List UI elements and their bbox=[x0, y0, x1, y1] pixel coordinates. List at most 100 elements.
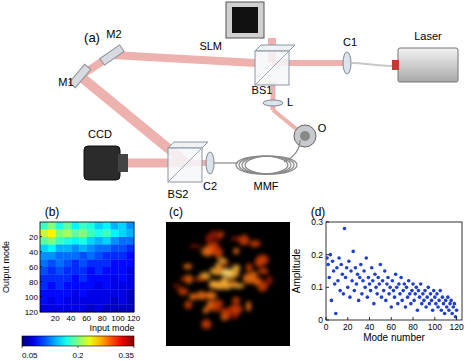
heatmap-cell bbox=[111, 305, 119, 313]
tick bbox=[133, 310, 134, 312]
point bbox=[424, 305, 428, 309]
point bbox=[338, 289, 342, 293]
heatmap-cell bbox=[56, 230, 64, 238]
speckle-grain bbox=[201, 319, 211, 329]
point bbox=[446, 295, 450, 299]
heatmap-cell bbox=[64, 275, 72, 283]
tick-label: 20 bbox=[343, 322, 353, 332]
point bbox=[371, 279, 375, 283]
axis-title: Output mode bbox=[1, 241, 11, 293]
tick bbox=[326, 287, 329, 288]
laser-port bbox=[392, 60, 399, 70]
speckle-grain bbox=[230, 304, 242, 314]
speckle-grain bbox=[239, 235, 249, 246]
tick-label: 60 bbox=[82, 314, 91, 323]
point bbox=[373, 272, 377, 276]
component-label: M1 bbox=[58, 76, 73, 88]
heatmap-cell bbox=[87, 252, 95, 260]
heatmap-cell bbox=[118, 260, 126, 268]
fiber-coil bbox=[236, 156, 288, 174]
tick-label: 60 bbox=[29, 263, 38, 272]
point bbox=[409, 302, 413, 306]
point bbox=[443, 312, 447, 316]
heatmap-cell bbox=[95, 305, 103, 313]
speckle-grain bbox=[197, 291, 207, 300]
heatmap-cell bbox=[95, 297, 103, 305]
heatmap-cell bbox=[79, 230, 87, 238]
component-label: C1 bbox=[343, 36, 357, 48]
speckle-grain bbox=[203, 307, 209, 313]
heatmap-cell bbox=[103, 252, 111, 260]
speckle-grain bbox=[220, 278, 228, 282]
speckle-grain bbox=[189, 244, 201, 249]
heatmap-cell bbox=[71, 305, 79, 313]
point bbox=[432, 289, 436, 293]
tick bbox=[78, 346, 79, 348]
tick-label: 60 bbox=[387, 322, 397, 332]
tick bbox=[117, 310, 118, 312]
point bbox=[379, 263, 383, 267]
point bbox=[444, 299, 448, 303]
heatmap-cell bbox=[87, 282, 95, 290]
heatmap-cell bbox=[48, 275, 56, 283]
point bbox=[346, 286, 350, 290]
tick bbox=[413, 317, 414, 320]
point bbox=[356, 272, 360, 276]
point bbox=[398, 292, 402, 296]
point bbox=[413, 292, 417, 296]
heatmap-cell bbox=[64, 245, 72, 253]
fiber bbox=[214, 162, 238, 163]
point bbox=[403, 282, 407, 286]
heatmap-cell bbox=[103, 222, 111, 230]
point bbox=[436, 305, 440, 309]
tick bbox=[326, 317, 327, 320]
point bbox=[336, 279, 340, 283]
heatmap-cell bbox=[87, 267, 95, 275]
point bbox=[382, 289, 386, 293]
speckle-grain bbox=[232, 283, 245, 288]
point bbox=[404, 305, 408, 309]
point bbox=[341, 272, 345, 276]
heatmap-cell bbox=[64, 267, 72, 275]
tick bbox=[70, 310, 71, 312]
heatmap-cell bbox=[56, 245, 64, 253]
heatmap-cell bbox=[64, 290, 72, 298]
heatmap-cell bbox=[126, 267, 134, 275]
heatmap-cells bbox=[40, 222, 134, 312]
point bbox=[369, 289, 373, 293]
speckle-background bbox=[166, 222, 290, 346]
heatmap-cell bbox=[56, 290, 64, 298]
laser bbox=[398, 48, 458, 82]
heatmap-cell bbox=[111, 260, 119, 268]
slm-screen bbox=[232, 7, 258, 33]
point bbox=[344, 276, 348, 280]
heatmap-cell bbox=[79, 290, 87, 298]
point bbox=[435, 292, 439, 296]
point bbox=[418, 295, 422, 299]
point bbox=[412, 299, 416, 303]
panel-label: (c) bbox=[169, 205, 183, 219]
heatmap-cell bbox=[95, 290, 103, 298]
tick-label: 40 bbox=[29, 248, 38, 257]
point bbox=[354, 266, 358, 270]
heatmap-cell bbox=[64, 222, 72, 230]
heatmap-cell bbox=[71, 252, 79, 260]
heatmap-cell bbox=[71, 260, 79, 268]
axis-title: Mode number bbox=[363, 332, 425, 343]
heatmap-cell bbox=[111, 222, 119, 230]
point bbox=[394, 272, 398, 276]
cube-diag bbox=[168, 148, 202, 182]
point bbox=[361, 279, 365, 283]
point bbox=[332, 269, 336, 273]
heatmap-cell bbox=[95, 222, 103, 230]
fiber bbox=[352, 63, 395, 66]
heatmap-cell bbox=[56, 275, 64, 283]
point bbox=[372, 302, 376, 306]
point bbox=[437, 299, 441, 303]
heatmap-cell bbox=[126, 297, 134, 305]
axis-title: Input mode bbox=[89, 323, 134, 333]
heatmap-cell bbox=[56, 237, 64, 245]
point bbox=[428, 302, 432, 306]
heatmap-cell bbox=[71, 290, 79, 298]
point bbox=[326, 256, 329, 260]
